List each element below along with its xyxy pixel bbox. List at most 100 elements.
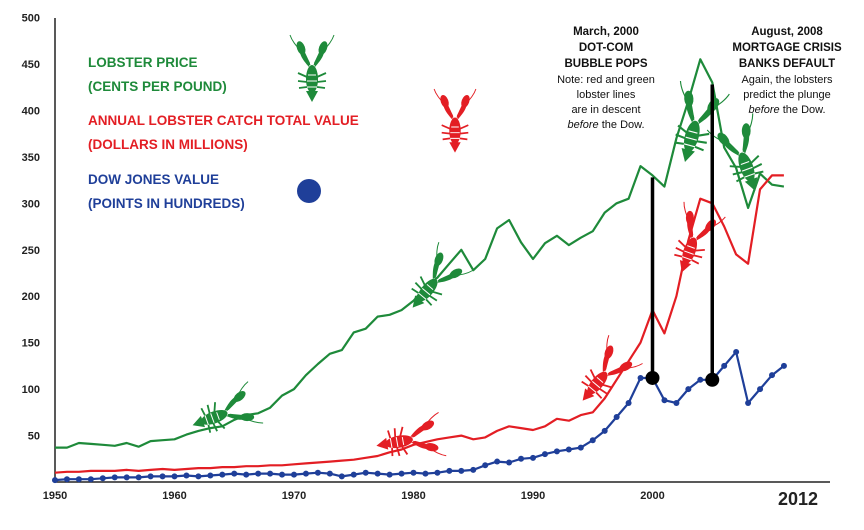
dow-point bbox=[314, 469, 321, 476]
x-tick-label: 1950 bbox=[43, 490, 67, 502]
dow-legend-dot bbox=[297, 179, 321, 203]
lobster-icon bbox=[674, 80, 730, 162]
dow-point bbox=[673, 400, 680, 407]
dow-point bbox=[410, 469, 417, 476]
dow-point bbox=[494, 458, 501, 465]
lobster-icon bbox=[433, 88, 477, 153]
dow-point bbox=[171, 473, 178, 480]
x-end-label: 2012 bbox=[778, 489, 818, 509]
dow-point bbox=[350, 471, 357, 478]
lobster-icon bbox=[411, 242, 473, 308]
dow-point bbox=[362, 469, 369, 476]
dotcom-note-line: Note: red and green bbox=[557, 74, 655, 86]
dow-point bbox=[757, 386, 764, 393]
mortgage-title-line: August, 2008 bbox=[751, 26, 823, 38]
dow-point bbox=[374, 470, 381, 477]
dow-point bbox=[398, 470, 405, 477]
dow-point bbox=[601, 427, 608, 434]
dow-point bbox=[530, 454, 536, 461]
x-tick-label: 1980 bbox=[401, 490, 425, 502]
dow-point bbox=[159, 473, 166, 480]
y-tick-label: 300 bbox=[22, 198, 40, 210]
dow-point bbox=[111, 474, 118, 481]
dow-point bbox=[63, 476, 70, 483]
dotcom-note-line: before the Dow. bbox=[567, 119, 644, 131]
dow-point bbox=[243, 471, 250, 478]
dow-point bbox=[589, 437, 596, 444]
dow-point bbox=[147, 473, 154, 480]
annotations: March, 2000 DOT-COM BUBBLE POPS Note: red a… bbox=[557, 26, 842, 387]
dow-point bbox=[780, 362, 787, 369]
dotcom-note-line: lobster lines bbox=[577, 89, 636, 101]
catch_value-legend-line2: (DOLLARS IN MILLIONS) bbox=[88, 137, 248, 152]
dow-point bbox=[745, 400, 752, 407]
x-tick-labels: 1950 1960 1970 1980 1990 2000 bbox=[43, 490, 665, 502]
dow-point bbox=[386, 471, 393, 478]
lobster-icon bbox=[581, 335, 643, 401]
dow-point bbox=[470, 466, 477, 473]
dotcom-title-line: DOT-COM bbox=[579, 42, 633, 54]
dow-point bbox=[291, 471, 297, 478]
catch_value-legend-line1: ANNUAL LOBSTER CATCH TOTAL VALUE bbox=[88, 113, 359, 128]
dow-point bbox=[769, 372, 775, 379]
mortgage-note-line: before the Dow. bbox=[748, 104, 825, 116]
dow-point bbox=[255, 470, 262, 477]
x-tick-label: 2000 bbox=[640, 490, 664, 502]
y-tick-label: 250 bbox=[22, 245, 40, 257]
dow-point bbox=[338, 473, 345, 480]
dow-point bbox=[721, 362, 728, 369]
x-tick-label: 1960 bbox=[162, 490, 186, 502]
dow-point bbox=[577, 444, 584, 451]
y-tick-label: 500 bbox=[22, 13, 40, 25]
dow-point bbox=[458, 467, 465, 474]
lobster-icons bbox=[192, 34, 764, 457]
dotcom-marker bbox=[645, 370, 660, 385]
dow-point bbox=[135, 474, 142, 481]
dow-point bbox=[183, 472, 190, 479]
mortgage-note-line: predict the plunge bbox=[743, 89, 830, 101]
dow-point bbox=[541, 451, 548, 458]
dow-point bbox=[279, 471, 286, 478]
dow-point bbox=[99, 475, 106, 482]
dow-point bbox=[446, 467, 453, 474]
x-tick-label: 1970 bbox=[282, 490, 306, 502]
dotcom-note-line: are in descent bbox=[571, 104, 640, 116]
dow-point bbox=[75, 476, 82, 483]
mortgage-note-line: Again, the lobsters bbox=[741, 74, 833, 86]
dow-point bbox=[661, 397, 668, 404]
dow-point bbox=[518, 455, 525, 462]
y-tick-labels: 500 450 400 350 300 250 200 150 100 50 bbox=[22, 13, 40, 443]
lobster-icon bbox=[376, 411, 447, 457]
dow-point bbox=[267, 470, 274, 477]
dow-point bbox=[231, 470, 238, 477]
lobster_price-legend-line2: (CENTS PER POUND) bbox=[88, 79, 227, 94]
dow-point bbox=[613, 413, 620, 420]
y-tick-label: 400 bbox=[22, 105, 40, 117]
y-tick-label: 150 bbox=[22, 338, 40, 350]
x-tick-label: 1990 bbox=[521, 490, 545, 502]
dow-point bbox=[733, 348, 740, 355]
legend: LOBSTER PRICE (CENTS PER POUND) ANNUAL LOB… bbox=[88, 55, 359, 211]
mortgage-title-line: MORTGAGE CRISIS bbox=[732, 42, 842, 54]
mortgage-title-line: BANKS DEFAULT bbox=[739, 58, 835, 70]
dow-point bbox=[506, 459, 513, 466]
lobster-icon bbox=[192, 381, 264, 433]
dow-point bbox=[625, 400, 632, 407]
lobster_price-legend-line1: LOBSTER PRICE bbox=[88, 55, 198, 70]
dow-point bbox=[302, 470, 309, 477]
dotcom-title-line: BUBBLE POPS bbox=[564, 58, 647, 70]
lobster-icon bbox=[706, 113, 764, 191]
dow-point bbox=[326, 470, 333, 477]
lobster-icon bbox=[674, 201, 726, 273]
dow-point bbox=[207, 472, 214, 479]
y-tick-label: 450 bbox=[22, 59, 40, 71]
dow-point bbox=[482, 462, 489, 469]
dow-point bbox=[434, 469, 441, 476]
y-tick-label: 350 bbox=[22, 152, 40, 164]
dow-legend-line1: DOW JONES VALUE bbox=[88, 172, 219, 187]
dow-line bbox=[54, 350, 785, 482]
y-tick-label: 50 bbox=[28, 431, 40, 443]
dow-point bbox=[565, 446, 572, 453]
